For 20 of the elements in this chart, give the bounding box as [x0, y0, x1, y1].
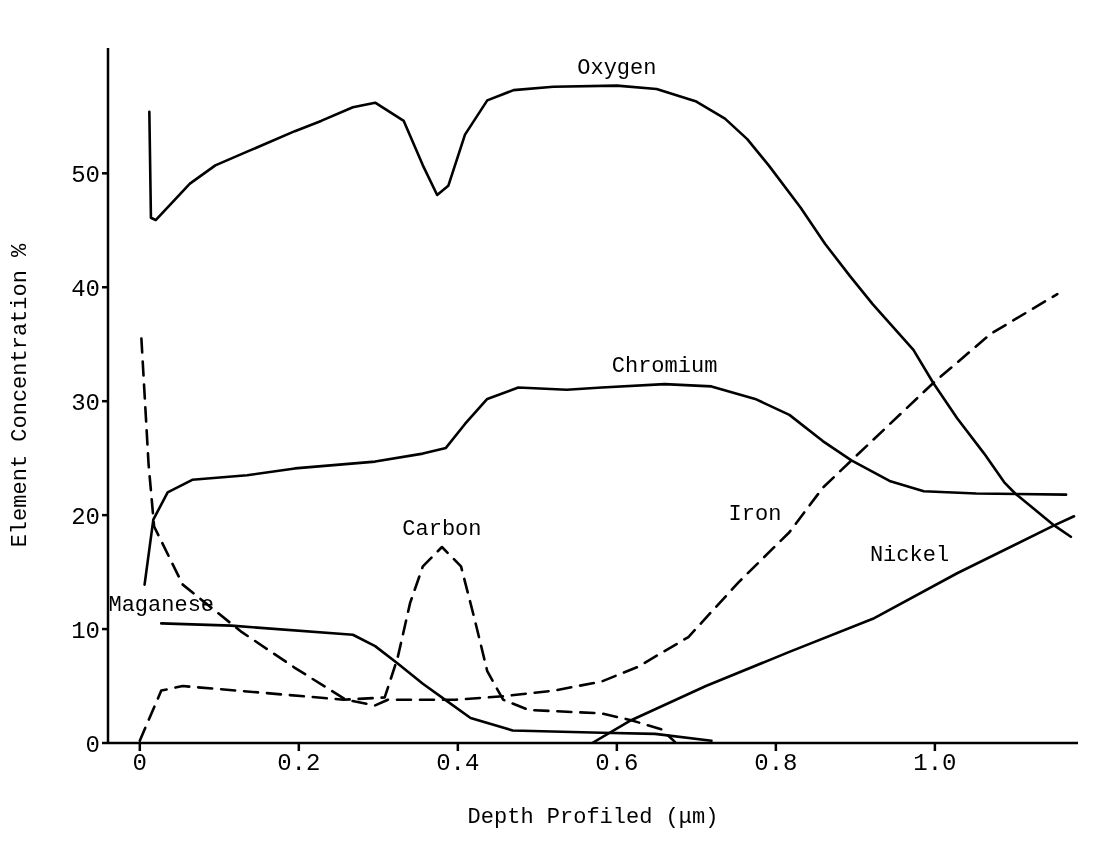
- x-tick-label: 0.2: [277, 750, 321, 778]
- series-label: Chromium: [611, 354, 718, 380]
- x-axis-title: Depth Profiled (μm): [467, 805, 719, 830]
- x-tick-label: 0.4: [436, 750, 480, 778]
- series-label: Iron: [728, 502, 782, 528]
- series-label: Nickel: [869, 543, 950, 569]
- y-tick-label: 10: [71, 617, 100, 645]
- series-label: Oxygen: [577, 55, 657, 81]
- x-tick-label: 0.6: [595, 750, 639, 778]
- y-tick-label: 20: [71, 503, 100, 531]
- y-tick-label: 30: [71, 389, 100, 417]
- series-label: Maganese: [108, 593, 215, 619]
- x-tick-label: 0: [132, 750, 148, 778]
- y-axis-title: Element Concentration %: [7, 242, 33, 548]
- x-tick-label: 0.8: [754, 750, 798, 778]
- y-tick-label: 0: [85, 731, 100, 759]
- y-tick-label: 40: [71, 275, 100, 303]
- y-tick-label: 50: [71, 161, 100, 189]
- x-tick-label: 1.0: [913, 750, 957, 778]
- series-label: Carbon: [402, 517, 482, 543]
